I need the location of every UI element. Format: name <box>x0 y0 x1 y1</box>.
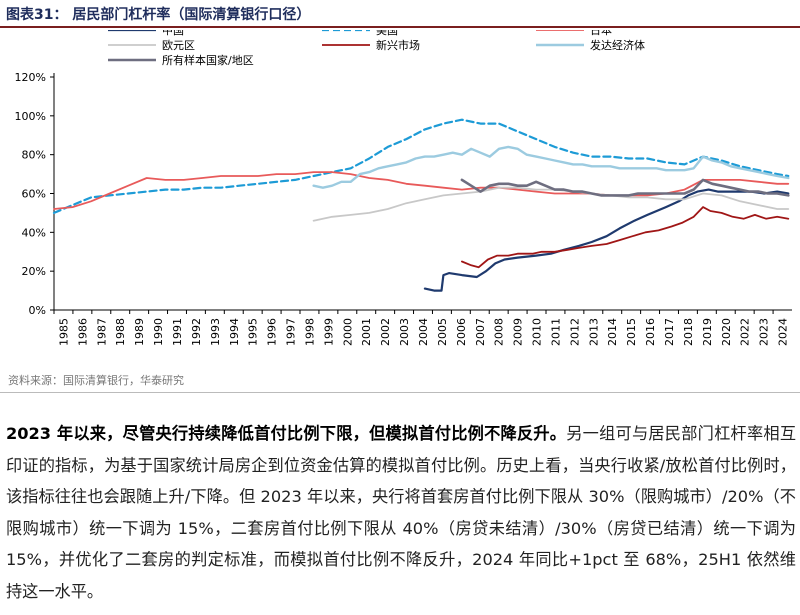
x-tick-label: 1989 <box>133 318 146 346</box>
x-tick-label: 1990 <box>152 318 165 346</box>
x-tick-label: 2005 <box>436 318 449 346</box>
x-tick-label: 1996 <box>266 318 279 346</box>
x-tick-label: 2004 <box>417 318 430 346</box>
y-tick-label: 0% <box>29 304 46 317</box>
x-tick-label: 2024 <box>777 318 790 346</box>
x-tick-label: 1999 <box>322 318 335 346</box>
x-tick-label: 2017 <box>663 318 676 346</box>
x-tick-label: 2006 <box>455 318 468 346</box>
x-tick-label: 2013 <box>587 318 600 346</box>
y-tick-label: 60% <box>22 188 46 201</box>
x-tick-label: 1986 <box>76 318 89 346</box>
chart-axes: 0% 20% 40% 60% 80% 100% 120% 1985 1986 1987 1988 19… <box>15 71 792 346</box>
source-rule <box>0 392 800 393</box>
legend-label: 新兴市场 <box>376 38 420 52</box>
x-tick-label: 1991 <box>171 318 184 346</box>
x-tick-label: 2014 <box>606 318 619 346</box>
series-line-1 <box>52 118 790 214</box>
series-line-4 <box>461 206 790 269</box>
x-tick-label: 2003 <box>398 318 411 346</box>
x-tick-label: 1993 <box>209 318 222 346</box>
x-tick-label: 1992 <box>190 318 203 346</box>
x-tick-label: 2018 <box>682 318 695 346</box>
y-tick-label: 20% <box>22 265 46 278</box>
series-line-0 <box>423 188 790 292</box>
x-tick-label: 1987 <box>95 318 108 346</box>
x-tick-label: 2020 <box>720 318 733 346</box>
x-tick-label: 1998 <box>303 318 316 346</box>
x-tick-label: 2002 <box>379 318 392 346</box>
y-tick-label: 80% <box>22 149 46 162</box>
title-rule <box>0 26 800 28</box>
analysis-paragraph: 2023 年以来，尽管央行持续降低首付比例下限，但模拟首付比例不降反升。另一组可… <box>6 418 796 607</box>
legend-label: 日本 <box>590 30 612 37</box>
y-tick-label: 120% <box>15 71 46 84</box>
chart-series <box>52 118 790 292</box>
x-tick-label: 2022 <box>739 318 752 346</box>
legend-label: 所有样本国家/地区 <box>162 53 254 67</box>
x-tick-label: 2016 <box>644 318 657 346</box>
x-tick-label: 1985 <box>57 318 70 346</box>
x-tick-label: 2011 <box>549 318 562 346</box>
x-tick-label: 2009 <box>512 318 525 346</box>
legend-label: 欧元区 <box>162 39 195 52</box>
x-tick-label: 1995 <box>247 318 260 346</box>
paragraph-body: 另一组可与居民部门杠杆率相互印证的指标，为基于国家统计局房企到位资金估算的模拟首… <box>6 424 797 601</box>
x-tick-label: 2001 <box>360 318 373 346</box>
series-line-5 <box>312 145 790 189</box>
legend-label: 中国 <box>162 30 184 37</box>
x-tick-label: 2008 <box>493 318 506 346</box>
x-tick-label: 2010 <box>531 318 544 346</box>
legend-label: 发达经济体 <box>590 38 645 52</box>
x-tick-label: 1994 <box>228 318 241 346</box>
y-tick-label: 40% <box>22 226 46 239</box>
x-tick-label: 2015 <box>625 318 638 346</box>
x-tick-label: 2007 <box>474 318 487 346</box>
figure-title: 图表31： 居民部门杠杆率（国际清算银行口径） <box>6 7 311 23</box>
y-tick-label: 100% <box>15 110 46 123</box>
x-tick-label: 2012 <box>568 318 581 346</box>
x-tick-label: 2023 <box>758 318 771 346</box>
x-tick-label: 1988 <box>114 318 127 346</box>
paragraph-lead: 2023 年以来，尽管央行持续降低首付比例下限，但模拟首付比例不降反升。 <box>6 424 567 443</box>
x-tick-label: 1997 <box>285 318 298 346</box>
source-note: 资料来源：国际清算银行，华泰研究 <box>8 374 184 387</box>
legend-label: 美国 <box>376 30 398 37</box>
x-tick-label: 2000 <box>341 318 354 346</box>
series-line-6 <box>460 178 790 197</box>
x-tick-label: 2019 <box>701 318 714 346</box>
